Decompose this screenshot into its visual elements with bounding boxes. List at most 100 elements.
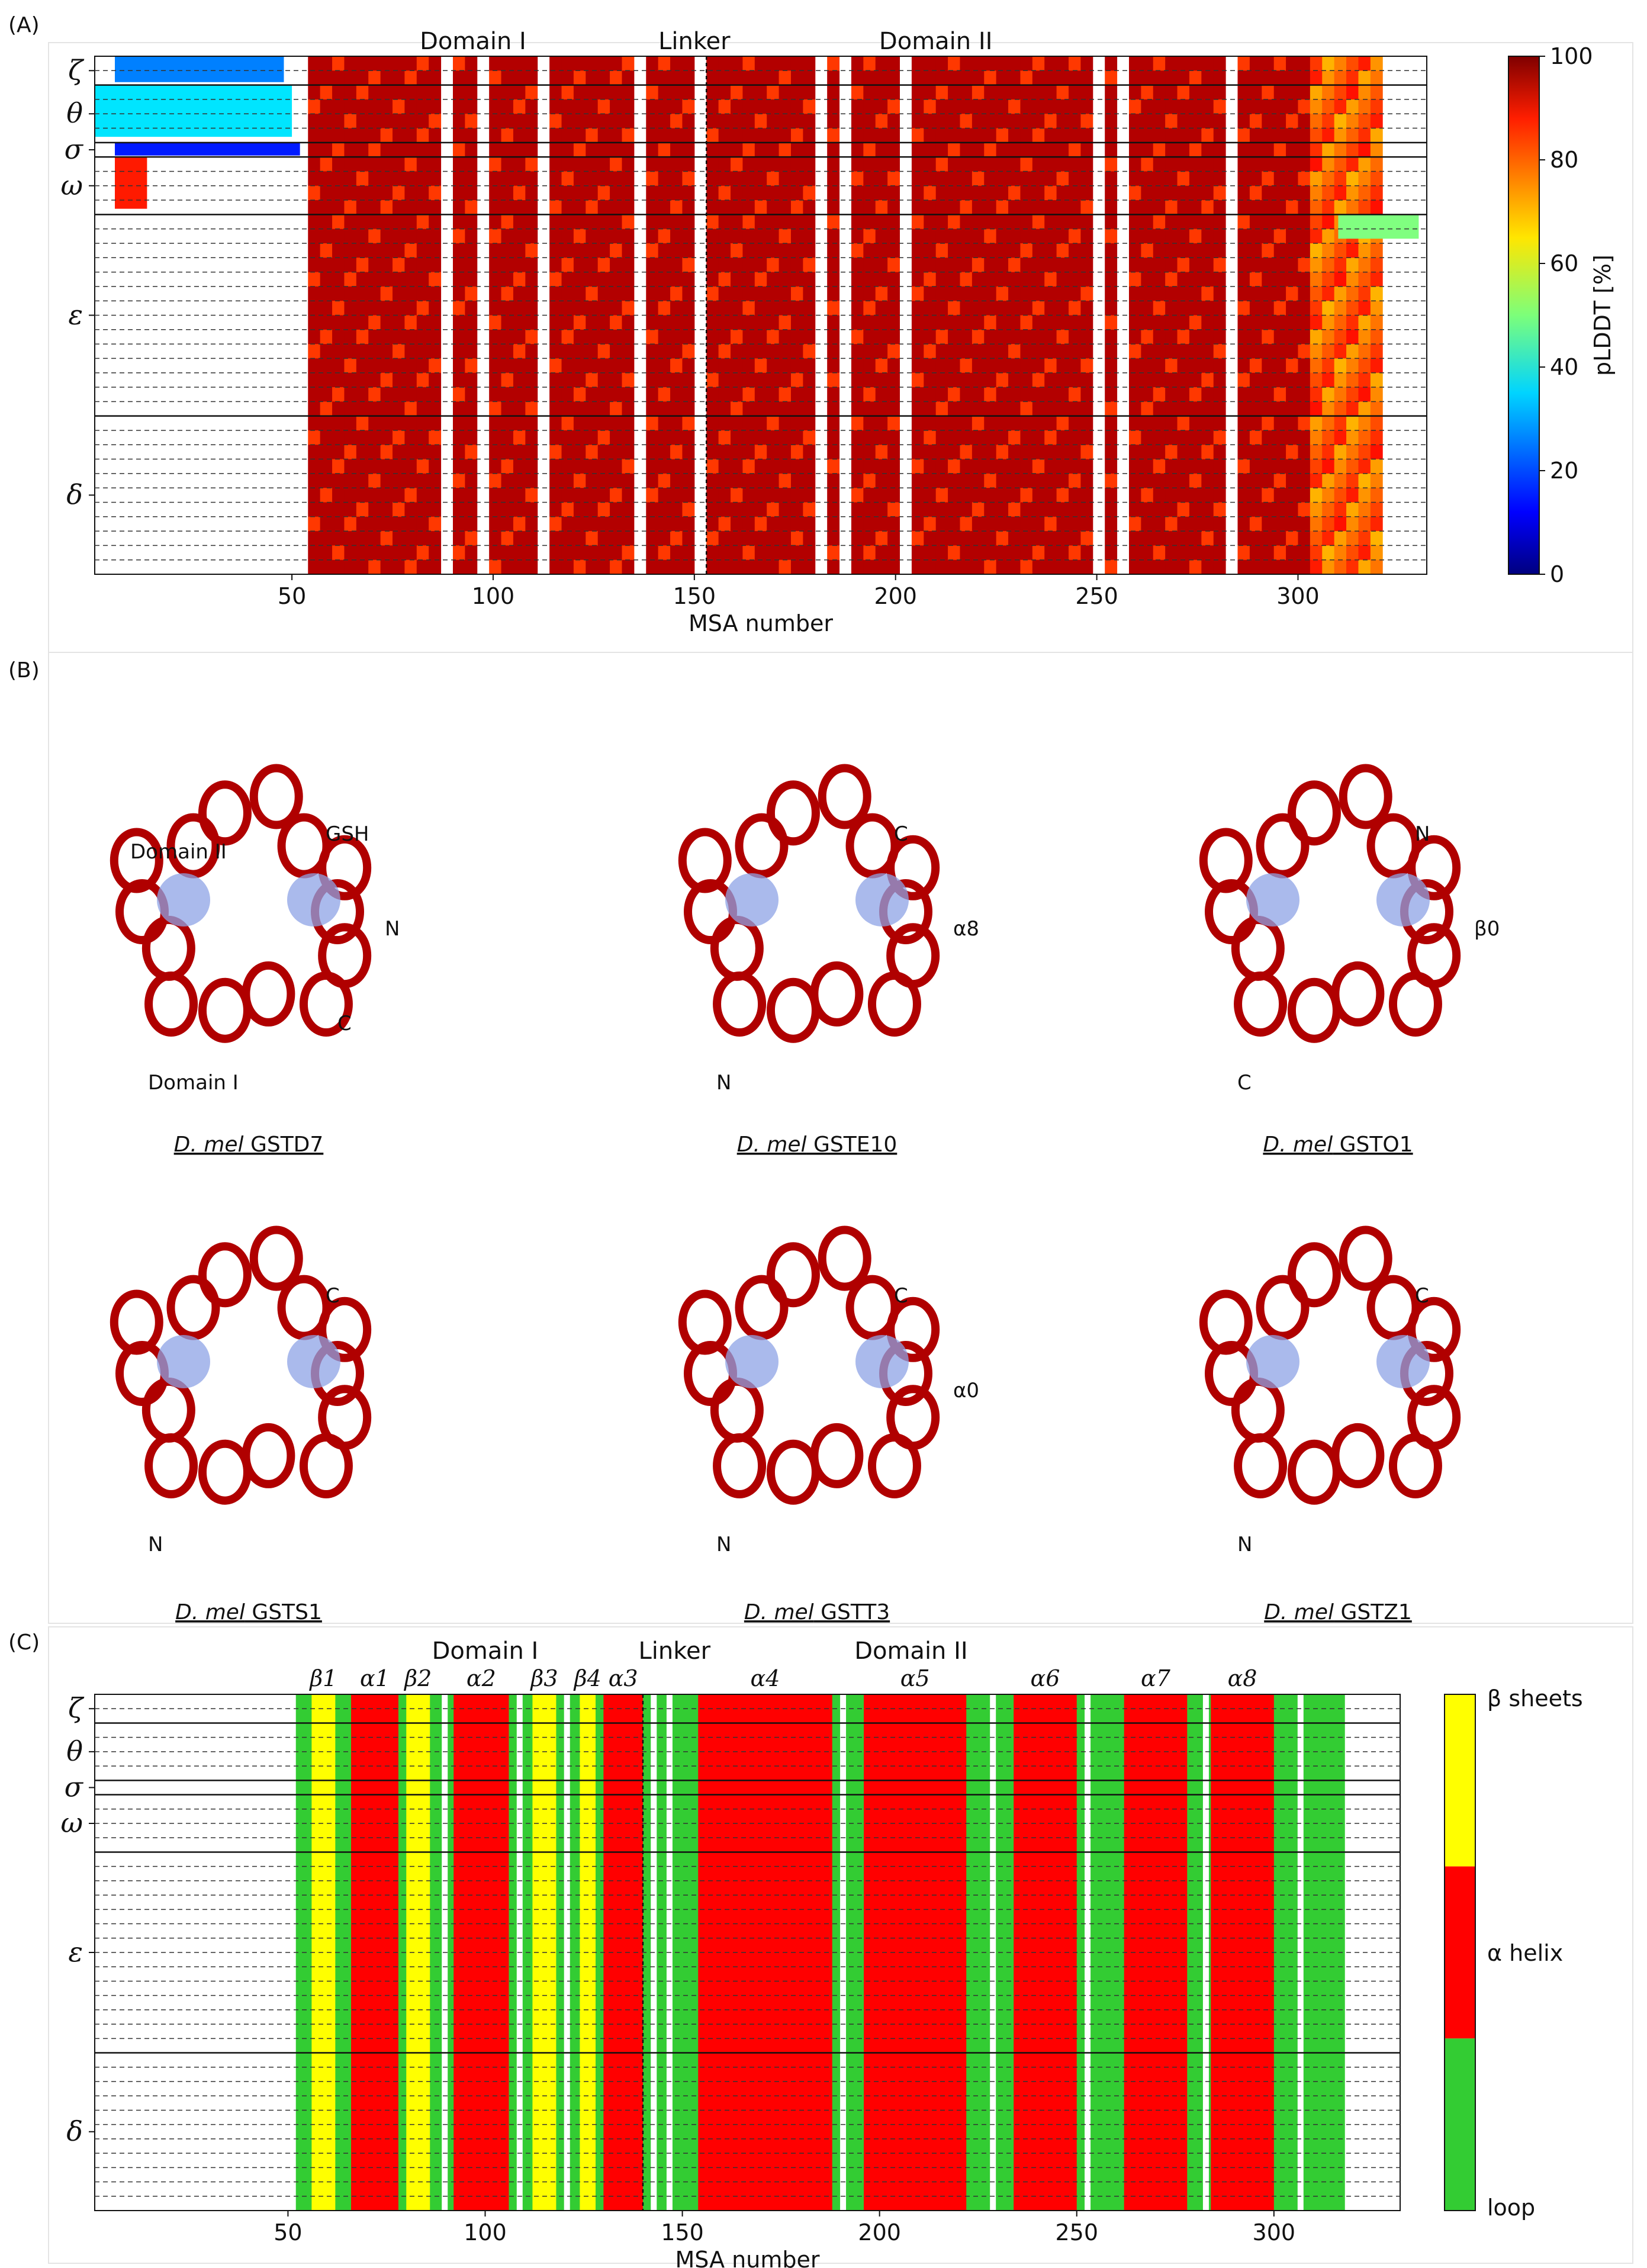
heat-cell [1286,286,1298,301]
heat-cell [803,70,816,86]
heat-cell [827,401,840,417]
heat-cell [622,243,635,258]
heat-cell [429,171,442,186]
heat-cell [1080,488,1093,503]
heat-cell [1262,329,1275,345]
helix-glyph [735,813,789,879]
heat-cell [1273,258,1286,273]
heat-cell [670,157,683,172]
heat-cell [731,272,743,287]
heat-cell [682,200,695,215]
heat-cell [1165,214,1178,230]
heat-cell [646,559,659,575]
heat-cell [1189,502,1202,517]
heat-cell [1128,459,1141,474]
heat-cell [356,387,369,402]
helix-glyph [141,1377,195,1443]
heat-cell [404,286,417,301]
heat-cell [1008,401,1021,417]
heat-cell [972,185,985,201]
heat-cell [344,85,357,100]
heat-cell [452,315,465,330]
heat-cell [513,200,526,215]
heat-cell [1201,545,1214,561]
heat-cell [646,445,659,460]
heat-cell [1310,545,1323,561]
heat-cell [308,459,321,474]
heat-cell [1080,85,1093,100]
heat-cell [670,243,683,258]
heat-cell [525,142,538,157]
heat-cell [513,243,526,258]
heat-cell [393,358,405,374]
heat-cell [790,99,803,114]
heat-cell [1201,286,1214,301]
heat-cell [851,200,864,215]
heat-cell [1298,157,1311,172]
heat-cell [1153,372,1166,388]
x-axis-label: MSA number [689,610,833,636]
heat-cell [658,516,671,532]
heat-cell [1128,329,1141,345]
heat-cell [1370,315,1383,330]
heat-cell [573,372,586,388]
heat-cell [875,185,888,201]
heat-cell [1201,229,1214,244]
heat-cell [320,459,333,474]
heat-cell [368,185,381,201]
helix-glyph [198,780,252,846]
heat-cell [742,258,755,273]
heat-cell [1008,301,1021,316]
heat-cell [682,344,695,359]
heat-cell [1358,185,1371,201]
heat-cell [911,416,924,431]
heat-cell [646,56,659,71]
region-label: Domain I [420,28,526,55]
heat-cell [429,56,442,71]
heat-cell [682,229,695,244]
heat-cell [972,372,985,388]
heat-cell [1189,315,1202,330]
heat-cell [1128,344,1141,359]
heat-cell [429,157,442,172]
heat-cell [610,416,622,431]
heat-cell [924,85,937,100]
heat-cell [1056,315,1069,330]
heat-cell [960,99,973,114]
heat-cell [1128,128,1141,143]
heat-cell [525,272,538,287]
heat-cell [416,531,429,546]
heat-cell [754,200,767,215]
heat-cell [1032,200,1045,215]
heat-cell [646,516,659,532]
heat-cell [404,401,417,417]
heat-cell [501,459,514,474]
heat-cell [452,344,465,359]
heat-cell [1334,430,1347,445]
heat-cell [1213,459,1226,474]
heat-cell [1153,401,1166,417]
heat-cell [1334,128,1347,143]
heat-cell [573,358,586,374]
heat-cell [803,416,816,431]
heat-cell [513,286,526,301]
heat-cell [1346,387,1359,402]
heat-cell [1165,142,1178,157]
heat-cell [731,488,743,503]
heat-cell [1273,531,1286,546]
heat-cell [501,329,514,345]
heat-cell [658,387,671,402]
heat-cell [1020,85,1033,100]
helix-glyph [1199,1289,1253,1355]
heat-cell [1322,99,1335,114]
heat-cell [1020,128,1033,143]
heat-cell [790,531,803,546]
heat-cell [827,516,840,532]
heat-cell [1128,545,1141,561]
heat-cell [501,286,514,301]
heat-cell [1128,85,1141,100]
heat-cell [393,430,405,445]
heat-cell [984,85,997,100]
heat-cell [1189,286,1202,301]
heat-cell [1249,473,1262,488]
